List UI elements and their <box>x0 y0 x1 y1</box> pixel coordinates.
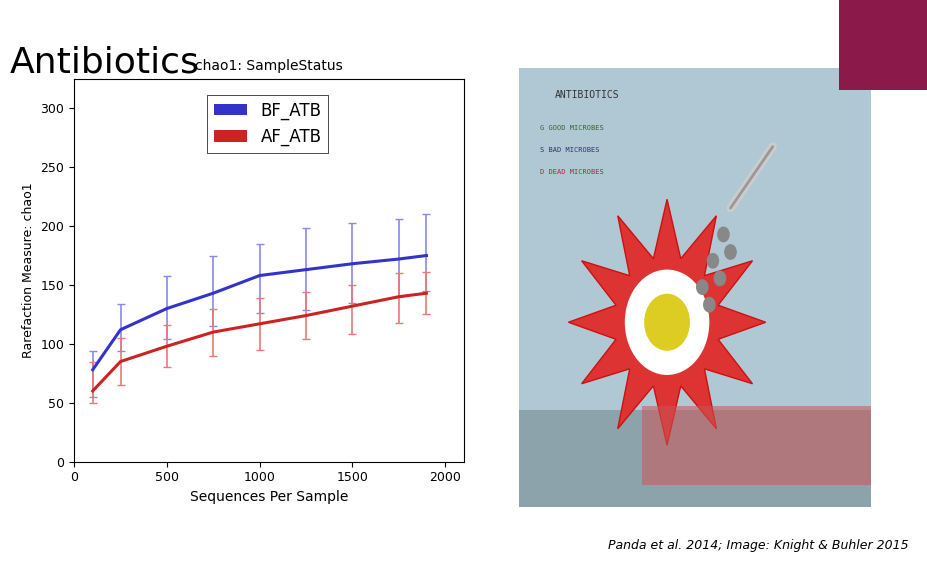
Circle shape <box>706 253 719 269</box>
Polygon shape <box>568 199 766 445</box>
Text: G GOOD MICROBES: G GOOD MICROBES <box>540 124 604 131</box>
Text: Panda et al. 2014; Image: Knight & Buhler 2015: Panda et al. 2014; Image: Knight & Buhle… <box>608 539 908 552</box>
Circle shape <box>703 297 716 312</box>
X-axis label: Sequences Per Sample: Sequences Per Sample <box>190 490 348 504</box>
Legend: BF_ATB, AF_ATB: BF_ATB, AF_ATB <box>207 95 328 153</box>
Text: ANTIBIOTICS: ANTIBIOTICS <box>554 90 619 100</box>
Circle shape <box>724 244 737 260</box>
Circle shape <box>644 294 690 351</box>
Title: chao1: SampleStatus: chao1: SampleStatus <box>195 60 343 74</box>
Bar <box>642 406 871 485</box>
Y-axis label: Rarefaction Measure: chao1: Rarefaction Measure: chao1 <box>22 182 35 358</box>
Bar <box>519 410 871 507</box>
Circle shape <box>717 226 730 242</box>
Circle shape <box>696 279 708 295</box>
Circle shape <box>625 270 709 375</box>
Text: D DEAD MICROBES: D DEAD MICROBES <box>540 168 604 175</box>
Text: Antibiotics: Antibiotics <box>9 45 199 79</box>
Text: S BAD MICROBES: S BAD MICROBES <box>540 146 600 153</box>
Circle shape <box>714 270 726 286</box>
